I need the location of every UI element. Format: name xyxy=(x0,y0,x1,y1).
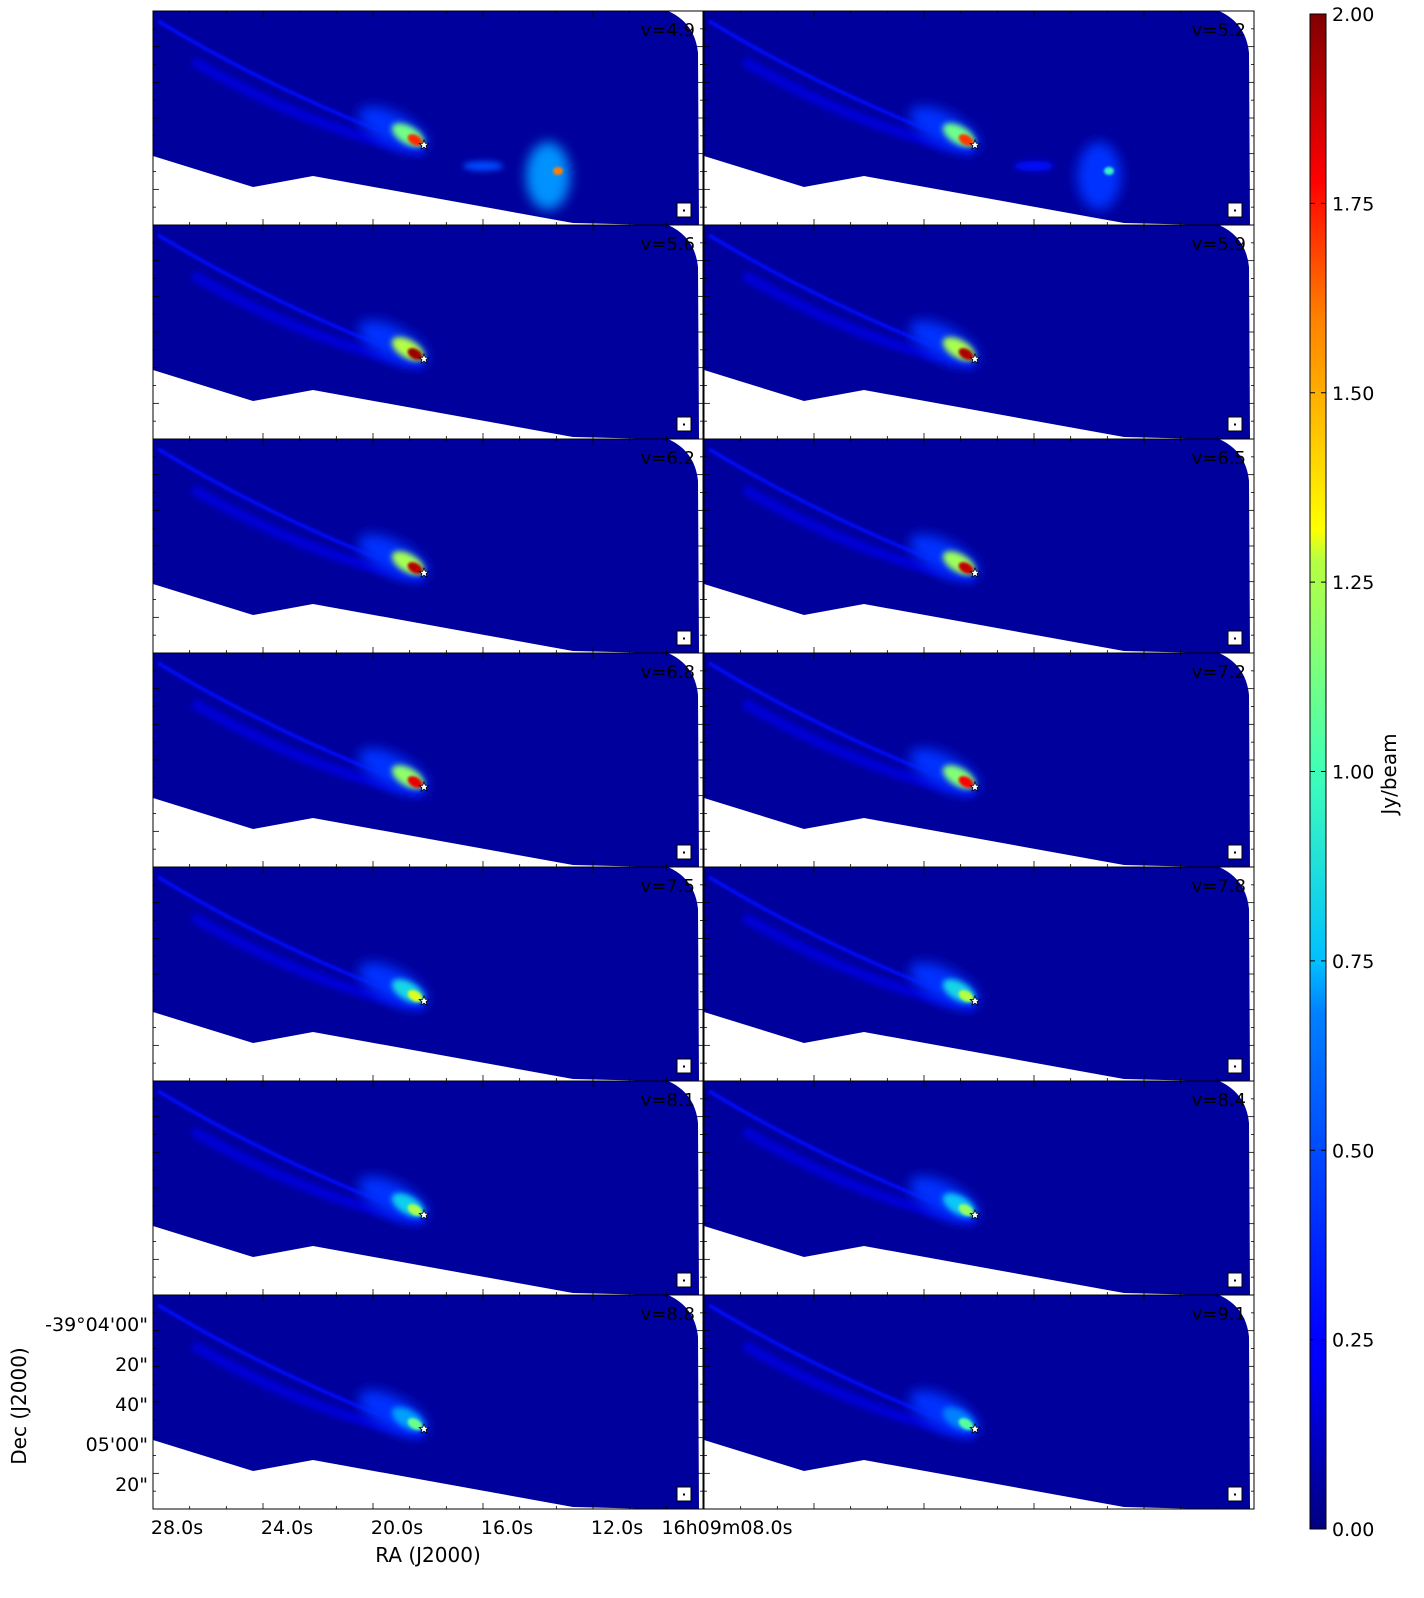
channel-panel: v=6.2 xyxy=(152,438,704,654)
channel-panel: v=9.1 xyxy=(703,1294,1255,1510)
source-star-marker xyxy=(418,1208,430,1220)
map-footprint xyxy=(153,439,699,653)
y-tick-label: 40" xyxy=(115,1394,148,1416)
x-tick-label: 16.0s xyxy=(481,1517,533,1539)
y-tick-label: 05'00" xyxy=(86,1434,148,1456)
map-footprint xyxy=(153,225,699,439)
map-footprint xyxy=(704,1081,1250,1295)
y-tick-label: 20" xyxy=(115,1474,148,1496)
source-star-marker xyxy=(418,1422,430,1434)
velocity-label: v=5.2 xyxy=(1192,20,1246,41)
x-tick-label: 20.0s xyxy=(371,1517,423,1539)
source-star-marker xyxy=(969,566,981,578)
velocity-label: v=5.6 xyxy=(641,234,695,255)
colorbar-tick-label: 0.25 xyxy=(1332,1330,1374,1352)
channel-panel: v=6.8 xyxy=(152,652,704,868)
colorbar-tick-label: 1.75 xyxy=(1332,193,1374,215)
x-tick-label: 28.0s xyxy=(151,1517,203,1539)
colorbar-tick-label: 1.50 xyxy=(1332,383,1374,405)
source-star-marker xyxy=(418,780,430,792)
channel-panel: v=8.4 xyxy=(703,1080,1255,1296)
velocity-label: v=8.1 xyxy=(641,1090,695,1111)
map-footprint xyxy=(153,1081,699,1295)
x-tick-label: 16h09m08.0s xyxy=(661,1517,792,1539)
velocity-label: v=6.8 xyxy=(641,662,695,683)
velocity-label: v=7.2 xyxy=(1192,662,1246,683)
velocity-label: v=6.5 xyxy=(1192,448,1246,469)
channel-panel: v=8.8 xyxy=(152,1294,704,1510)
colorbar-tick-label: 0.00 xyxy=(1332,1519,1374,1541)
channel-panel: v=7.5 xyxy=(152,866,704,1082)
map-footprint xyxy=(704,225,1250,439)
velocity-label: v=9.1 xyxy=(1192,1304,1246,1325)
map-footprint xyxy=(153,653,699,867)
x-tick-label: 12.0s xyxy=(591,1517,643,1539)
map-footprint xyxy=(704,653,1250,867)
velocity-label: v=8.8 xyxy=(641,1304,695,1325)
colorbar-tick-label: 0.75 xyxy=(1332,951,1374,973)
velocity-label: v=8.4 xyxy=(1192,1090,1246,1111)
velocity-label: v=5.9 xyxy=(1192,234,1246,255)
channel-panel: v=7.8 xyxy=(703,866,1255,1082)
channel-panel: v=7.2 xyxy=(703,652,1255,868)
source-star-marker xyxy=(418,566,430,578)
colorbar-tick-label: 2.00 xyxy=(1332,4,1374,26)
map-footprint xyxy=(704,1295,1250,1509)
map-footprint xyxy=(153,867,699,1081)
velocity-label: v=7.5 xyxy=(641,876,695,897)
channel-panel: v=5.2 xyxy=(703,10,1255,226)
y-axis-label: Dec (J2000) xyxy=(7,1347,31,1464)
map-footprint xyxy=(704,439,1250,653)
source-star-marker xyxy=(418,138,430,150)
x-axis-label: RA (J2000) xyxy=(375,1543,481,1567)
source-star-marker xyxy=(969,138,981,150)
colorbar-tick-label: 1.25 xyxy=(1332,572,1374,594)
channel-panel: v=8.1 xyxy=(152,1080,704,1296)
velocity-label: v=4.9 xyxy=(641,20,695,41)
channel-panel: v=5.9 xyxy=(703,224,1255,440)
colorbar-label: Jy/beam xyxy=(1377,733,1401,816)
channel-panel: v=4.9 xyxy=(152,10,704,226)
x-tick-label: 24.0s xyxy=(261,1517,313,1539)
colorbar-tick-label: 1.00 xyxy=(1332,762,1374,784)
y-tick-label: 20" xyxy=(115,1354,148,1376)
channel-panel: v=6.5 xyxy=(703,438,1255,654)
source-star-marker xyxy=(969,352,981,364)
source-star-marker xyxy=(969,1208,981,1220)
velocity-label: v=6.2 xyxy=(641,448,695,469)
source-star-marker xyxy=(969,994,981,1006)
y-tick-label: -39°04'00" xyxy=(45,1314,148,1336)
source-star-marker xyxy=(418,994,430,1006)
colorbar-tick-label: 0.50 xyxy=(1332,1140,1374,1162)
source-star-marker xyxy=(969,780,981,792)
map-footprint xyxy=(704,867,1250,1081)
velocity-label: v=7.8 xyxy=(1192,876,1246,897)
source-star-marker xyxy=(969,1422,981,1434)
source-star-marker xyxy=(418,352,430,364)
map-footprint xyxy=(153,1295,699,1509)
channel-panel: v=5.6 xyxy=(152,224,704,440)
